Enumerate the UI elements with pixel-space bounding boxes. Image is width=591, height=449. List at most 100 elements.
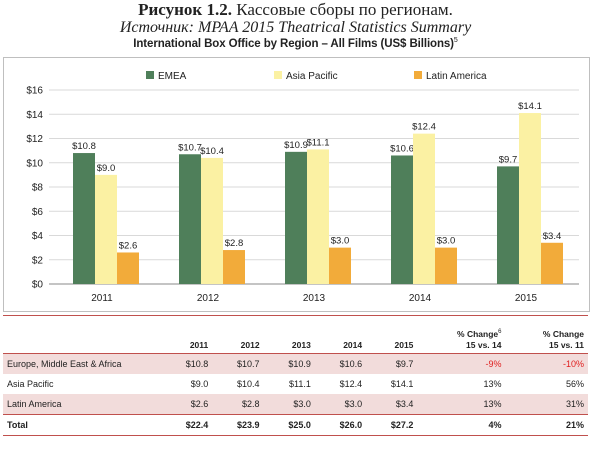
table-cell: $11.1: [288, 379, 311, 389]
bar: [519, 113, 541, 284]
table-row: Asia Pacific $9.0 $10.4 $11.1 $12.4 $14.1 13% 5…: [3, 374, 588, 394]
bar: [117, 252, 139, 284]
table-cell: 31%: [505, 394, 588, 415]
y-tick-label: $14: [26, 110, 43, 121]
bar: [201, 157, 223, 284]
header-footnote: 6: [498, 329, 502, 336]
table-cell: -9%: [417, 353, 506, 374]
x-tick-label: 2014: [409, 293, 432, 304]
legend-swatch: [414, 71, 422, 79]
chart-title-footnote: 5: [453, 37, 458, 44]
bar: [435, 247, 457, 284]
table-cell: $9.7: [366, 353, 418, 374]
bar: [179, 154, 201, 284]
x-tick-label: 2015: [515, 293, 538, 304]
header-cell: [3, 316, 161, 354]
table-cell: $23.9: [212, 414, 264, 436]
table-cell: 4%: [417, 414, 506, 436]
legend-label: Latin America: [426, 71, 487, 82]
row-label: Europe, Middle East & Africa: [3, 353, 161, 374]
header-text: % Change: [457, 329, 499, 339]
table-cell: $3.0: [263, 394, 315, 415]
y-tick-label: $16: [26, 86, 43, 97]
table-cell: 13%: [417, 394, 506, 415]
header-cell: 2013: [291, 340, 311, 350]
header-text-line2: 15 vs. 11: [549, 340, 584, 350]
table-row: Europe, Middle East & Africa $10.8 $10.7 $1…: [3, 353, 588, 374]
bar: [329, 247, 351, 284]
table-total-row: Total $22.4 $23.9 $25.0 $26.0 $27.2 4% 21%: [3, 414, 588, 436]
table-cell: 21%: [505, 414, 588, 436]
x-tick-label: 2011: [91, 293, 113, 304]
chart-title: International Box Office by Region – All…: [0, 37, 591, 50]
legend-label: EMEA: [158, 71, 187, 82]
table-cell: $27.2: [366, 414, 418, 436]
table-cell: $10.8: [161, 353, 213, 374]
header-cell: 2014: [343, 340, 363, 350]
table-cell: $10.4: [237, 379, 260, 389]
bar: [95, 174, 117, 284]
header-cell: % Change 15 vs. 11: [505, 316, 588, 354]
figure-caption-text: Кассовые сборы по регионам.: [231, 0, 453, 19]
header-text: % Change: [542, 329, 584, 339]
table-cell: $25.0: [263, 414, 315, 436]
y-tick-label: $10: [26, 158, 43, 169]
data-table: 2011 2012 2013 2014 2015 % Change6 15 vs.…: [3, 315, 588, 436]
row-label: Asia Pacific: [7, 379, 54, 389]
figure-source: Источник: MPAA 2015 Theatrical Statistic…: [119, 19, 472, 36]
row-label: Latin America: [3, 394, 161, 415]
data-label: $10.9: [284, 140, 308, 151]
data-label: $12.4: [412, 122, 436, 133]
bar: [73, 153, 95, 284]
table-cell: $3.4: [366, 394, 418, 415]
header-text-line2: 15 vs. 14: [466, 340, 502, 350]
y-tick-label: $2: [32, 255, 44, 266]
table-cell: $26.0: [314, 414, 367, 436]
table-cell: $10.9: [263, 353, 315, 374]
table-cell: -10%: [505, 353, 588, 374]
bar: [413, 133, 435, 284]
legend-swatch: [146, 71, 154, 79]
y-tick-label: $12: [26, 134, 43, 145]
row-label: Total: [3, 414, 161, 436]
x-tick-label: 2012: [197, 293, 220, 304]
y-tick-label: $6: [32, 207, 44, 218]
table-cell: $2.8: [212, 394, 264, 415]
bar: [497, 166, 519, 284]
chart-container: $0 $2 $4 $6 $8 $10 $12 $14 $16 EMEA Asia Pacific La…: [3, 57, 590, 312]
bar: [541, 242, 563, 284]
header-cell: 2015: [394, 340, 414, 350]
data-label: $9.0: [97, 163, 116, 174]
data-label: $10.7: [178, 142, 202, 153]
data-label: $2.6: [119, 240, 138, 251]
table-body: Europe, Middle East & Africa $10.8 $10.7 $1…: [3, 353, 588, 436]
table-cell: $2.6: [161, 394, 213, 415]
header-cell: % Change6 15 vs. 14: [417, 316, 505, 354]
table-cell: 13%: [483, 379, 502, 389]
bar-chart: $0 $2 $4 $6 $8 $10 $12 $14 $16 EMEA Asia Pacific La…: [26, 71, 579, 304]
legend-swatch: [274, 71, 282, 79]
header-cell: 2011: [189, 340, 209, 350]
data-label: $14.1: [518, 101, 542, 112]
table-row: Latin America $2.6 $2.8 $3.0 $3.0 $3.4 13% 31%: [3, 394, 588, 415]
table-cell: $14.1: [390, 379, 414, 389]
table-cell: $10.7: [212, 353, 264, 374]
table-header-row: 2011 2012 2013 2014 2015 % Change6 15 vs.…: [3, 315, 588, 354]
table-cell: $3.0: [314, 394, 367, 415]
figure-caption-label: Рисунок 1.2.: [138, 0, 232, 19]
table-cell: $12.4: [339, 379, 363, 389]
bar: [307, 149, 329, 284]
header-cell: 2012: [240, 340, 260, 350]
legend-label: Asia Pacific: [286, 71, 338, 82]
data-label: $10.6: [390, 143, 414, 154]
data-label: $3.0: [437, 236, 456, 247]
data-label: $2.8: [225, 238, 244, 249]
x-tick-label: 2013: [303, 293, 326, 304]
table-cell: $10.6: [314, 353, 367, 374]
y-tick-label: $8: [32, 183, 44, 194]
data-table-wrap: 2011 2012 2013 2014 2015 % Change6 15 vs.…: [3, 315, 588, 436]
data-label: $11.1: [306, 137, 329, 148]
bar: [391, 155, 413, 284]
bar: [223, 250, 245, 284]
data-label: $3.0: [331, 236, 350, 247]
